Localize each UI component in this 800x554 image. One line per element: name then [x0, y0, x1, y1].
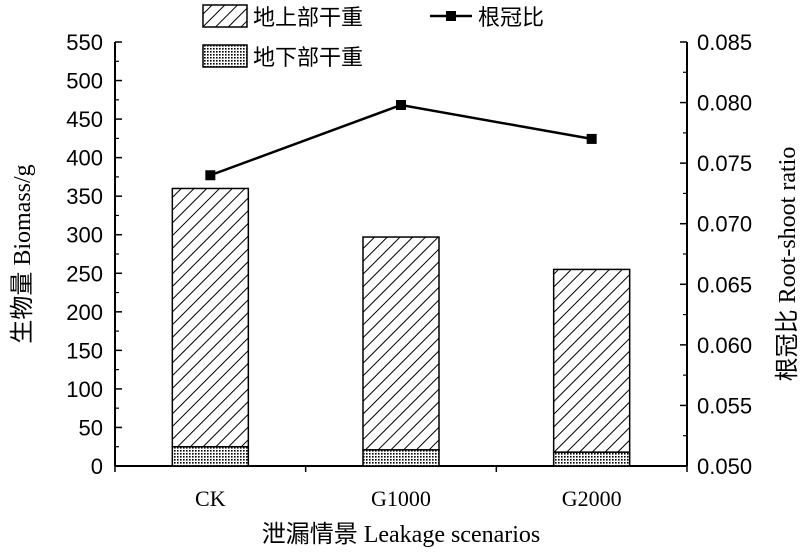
- right-tick-label: 0.080: [697, 91, 752, 116]
- left-tick-label: 250: [66, 261, 103, 286]
- right-tick-label: 0.065: [697, 272, 752, 297]
- left-tick-label: 0: [91, 454, 103, 479]
- root-shoot-ratio-point: [396, 99, 406, 110]
- right-tick-label: 0.085: [697, 30, 752, 55]
- right-tick-label: 0.060: [697, 333, 752, 358]
- left-tick-label: 300: [66, 223, 103, 248]
- bar-belowground: [171, 445, 250, 467]
- left-tick-label: 150: [66, 338, 103, 363]
- x-category-label: G2000: [562, 486, 622, 511]
- left-axis-title: 生物量 Biomass/g: [9, 164, 36, 343]
- bar-aboveground: [552, 268, 631, 453]
- legend-label-belowground: 地下部干重: [253, 45, 363, 70]
- bar-aboveground: [362, 236, 440, 451]
- left-tick-label: 100: [66, 377, 103, 402]
- legend-swatch-aboveground: [202, 4, 248, 28]
- right-tick-label: 0.055: [697, 393, 752, 418]
- x-category-label: G1000: [371, 486, 431, 511]
- root-shoot-ratio-line: [209, 103, 592, 177]
- legend-label-ratio: 根冠比: [478, 5, 544, 30]
- left-tick-label: 400: [66, 146, 103, 171]
- right-tick-label: 0.075: [697, 151, 752, 176]
- right-axis-title: 根冠比 Root-shoot ratio: [774, 147, 800, 382]
- left-tick-label: 550: [66, 30, 103, 55]
- left-tick-label: 500: [66, 69, 103, 94]
- left-tick-label: 450: [66, 107, 103, 132]
- bar-belowground: [362, 449, 440, 467]
- right-tick-label: 0.050: [697, 454, 752, 479]
- left-tick-label: 350: [66, 184, 103, 209]
- right-tick-label: 0.070: [697, 212, 752, 237]
- root-shoot-ratio-point: [586, 133, 597, 144]
- left-tick-label: 50: [79, 415, 103, 440]
- legend-label-aboveground: 地上部干重: [253, 5, 363, 30]
- x-axis-title: 泄漏情景 Leakage scenarios: [262, 521, 541, 548]
- x-category-label: CK: [195, 486, 226, 511]
- bar-aboveground: [171, 187, 250, 448]
- legend-swatch-ratio-marker: [446, 11, 456, 21]
- legend-swatch-belowground: [202, 44, 248, 68]
- bar-belowground: [552, 451, 631, 467]
- root-shoot-ratio-point: [205, 170, 216, 181]
- left-tick-label: 200: [66, 300, 103, 325]
